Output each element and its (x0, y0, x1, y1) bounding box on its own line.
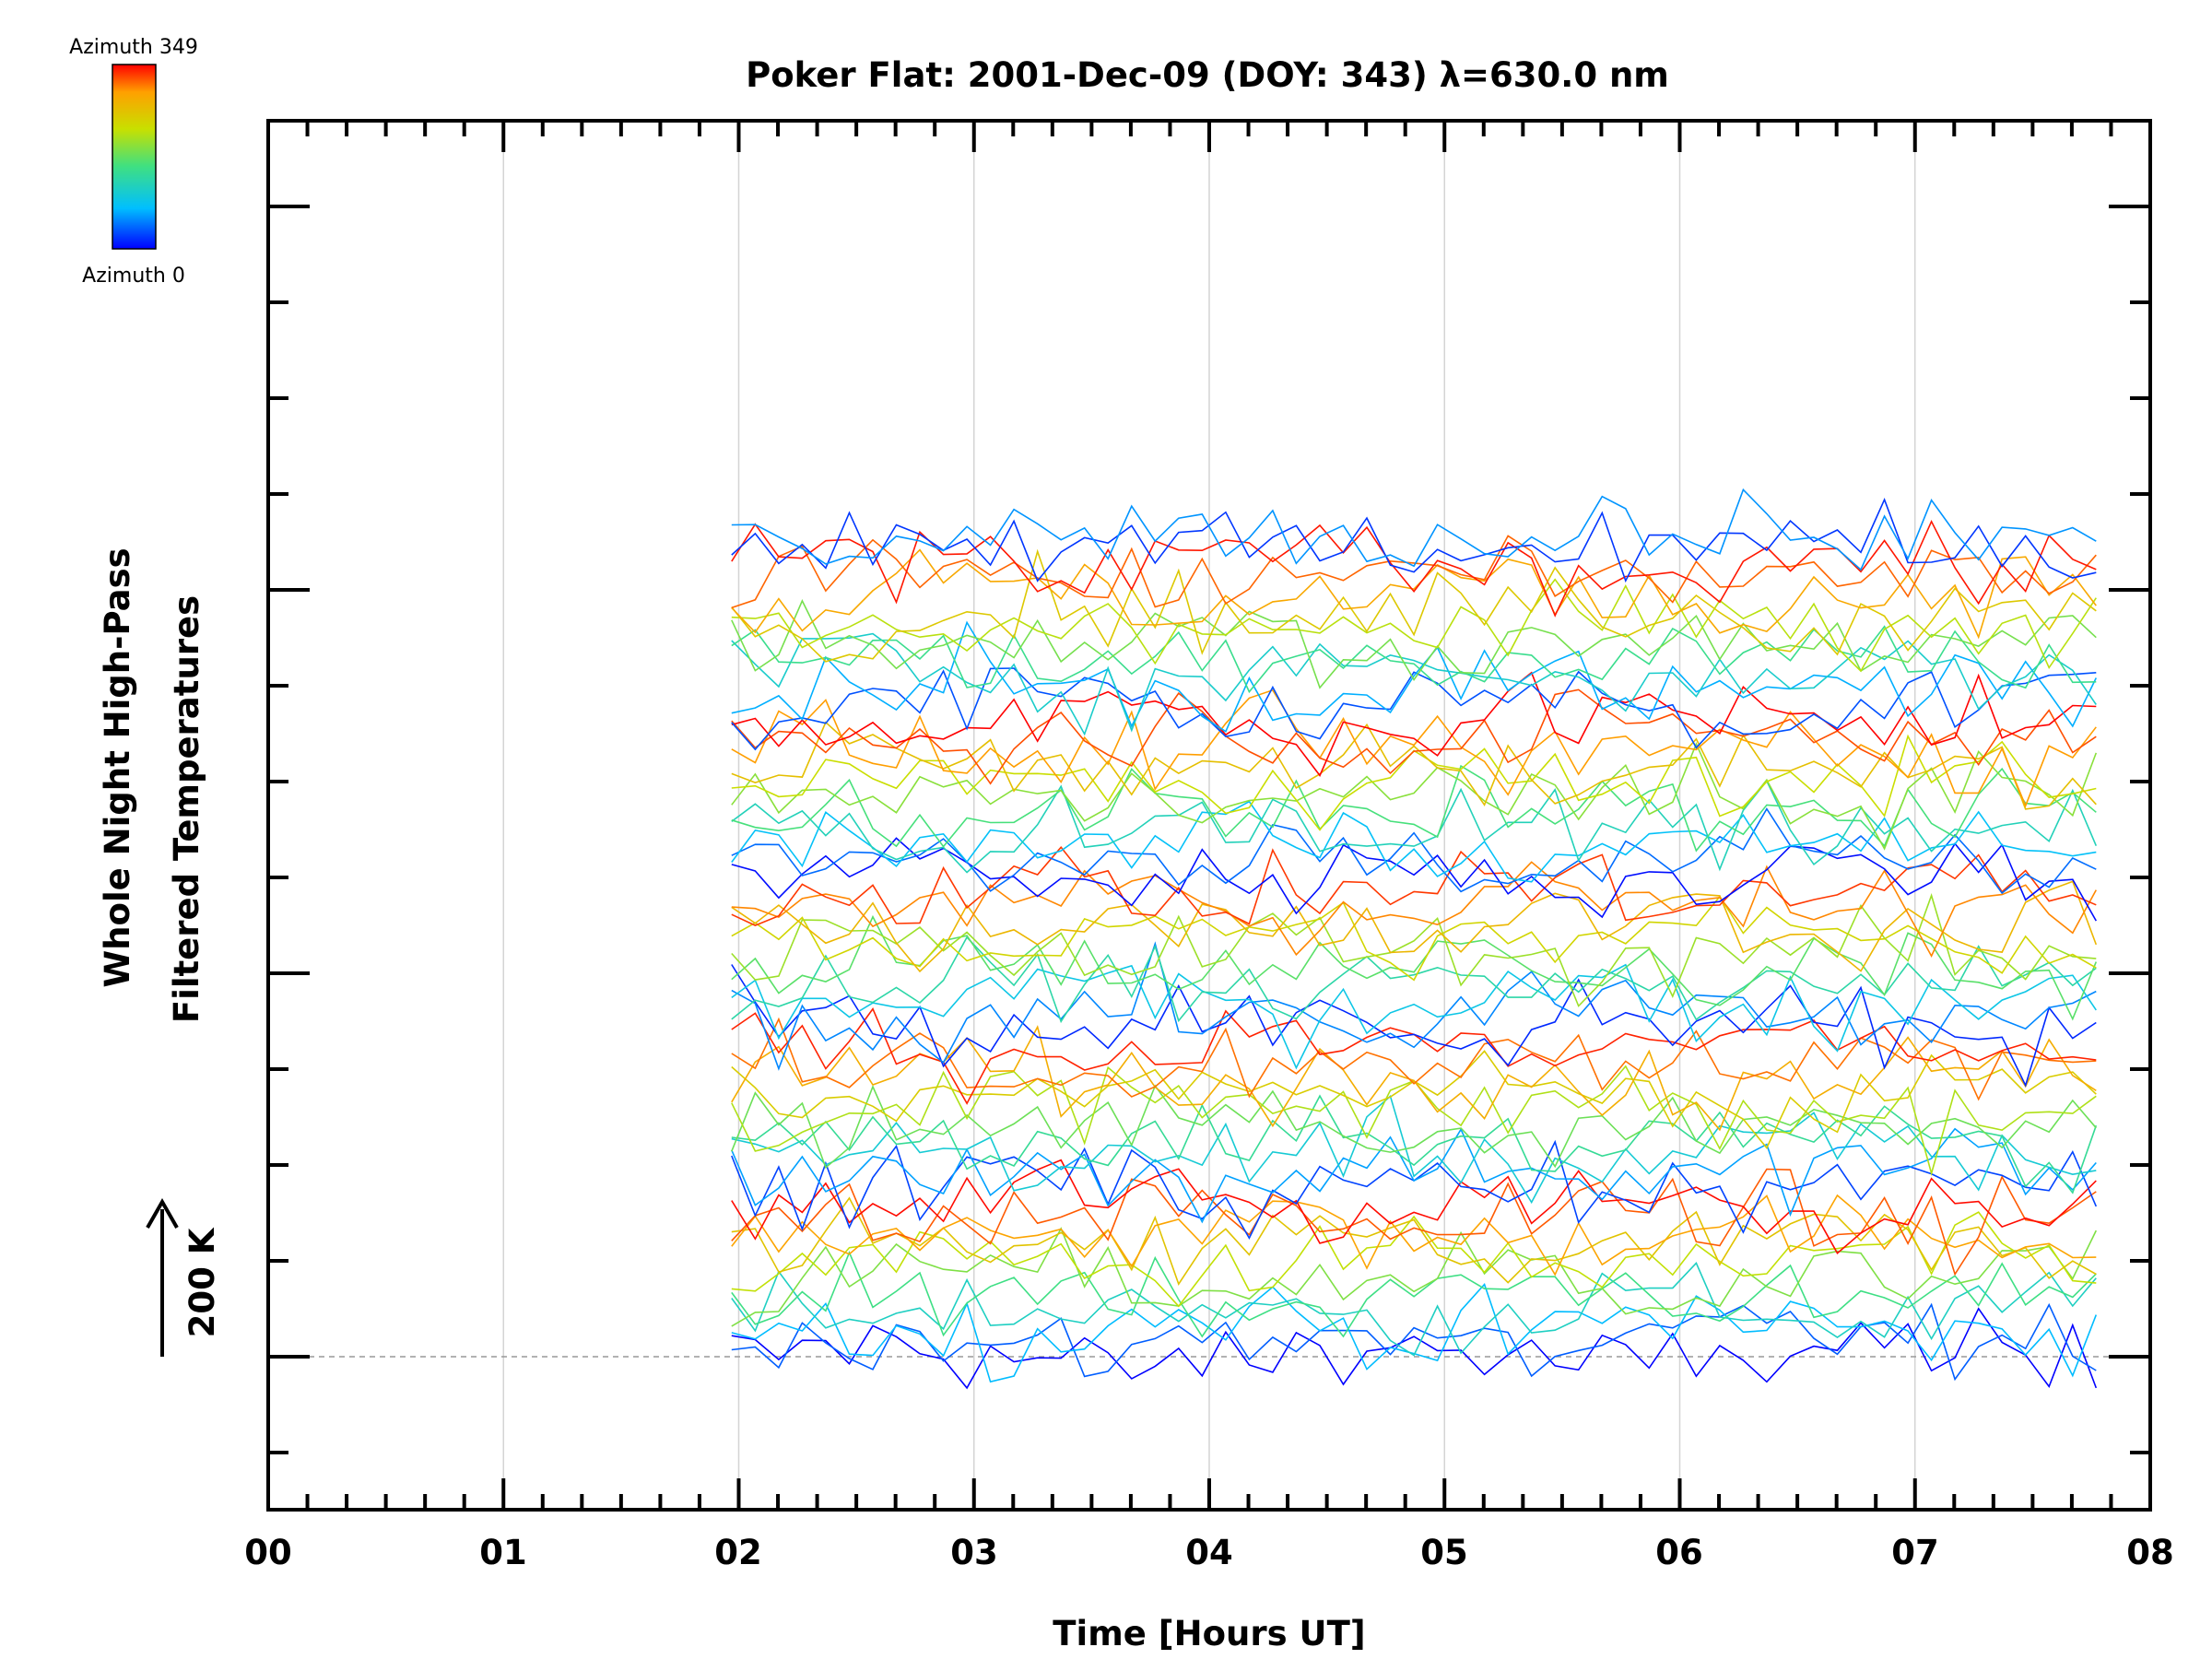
series-line (731, 941, 2097, 1071)
series-line (731, 914, 2098, 1021)
series-line (731, 963, 2097, 1070)
series-line (731, 837, 2097, 922)
series-line (731, 688, 2097, 785)
series-line (731, 807, 2097, 895)
x-axis-label: Time [Hours UT] (1053, 1614, 1365, 1653)
colorbar-top-label: Azimuth 349 (69, 36, 198, 59)
series-line (731, 548, 2097, 663)
series-line (731, 1159, 2097, 1254)
x-tick-label: 01 (479, 1533, 527, 1572)
x-tick-label: 04 (1185, 1533, 1233, 1572)
series-line (731, 779, 2098, 874)
x-tick-label: 07 (1891, 1533, 1939, 1572)
axis-ticks (266, 121, 2152, 1510)
chart-title: Poker Flat: 2001-Dec-09 (DOY: 343) λ=630… (746, 55, 1669, 95)
series-line (731, 1025, 2097, 1132)
series-line (731, 1194, 2097, 1277)
series-line (731, 1282, 2098, 1383)
series-line (731, 893, 2097, 1007)
x-tick-label: 06 (1655, 1533, 1703, 1572)
series-line (731, 519, 2097, 618)
x-tick-label: 05 (1420, 1533, 1468, 1572)
series-line (731, 1227, 2098, 1327)
series-line (731, 1065, 2097, 1177)
x-tick-labels: 00 01 02 03 04 05 06 07 08 (244, 1533, 2174, 1572)
scale-label: 200 K (182, 1227, 222, 1337)
series-line (731, 667, 2097, 751)
series-line (731, 935, 2097, 1024)
series-line (731, 1094, 2098, 1194)
series-line (731, 1084, 2097, 1170)
series-line (731, 1127, 2097, 1224)
x-tick-label: 08 (2126, 1533, 2174, 1572)
series-line (731, 964, 2097, 1088)
series-line (731, 1017, 2097, 1101)
series-line (731, 1211, 2097, 1308)
series-line (731, 895, 2097, 982)
y-axis-label-line2: Filtered Temperatures (167, 595, 206, 1023)
series-line (731, 688, 2097, 808)
series-line (731, 599, 2097, 689)
colorbar (112, 64, 157, 250)
series-line (731, 1139, 2098, 1240)
series-line (731, 1196, 2097, 1286)
series-line (731, 625, 2097, 694)
x-tick-label: 02 (714, 1533, 762, 1572)
series-line (731, 1251, 2097, 1338)
scale-arrow-icon (146, 1197, 179, 1357)
traces (731, 488, 2098, 1390)
y-axis-label-line1: Whole Night High-Pass (98, 547, 137, 987)
colorbar-bottom-label: Azimuth 0 (82, 265, 185, 288)
series-line (731, 535, 2097, 609)
series-line (731, 632, 2097, 736)
series-line (731, 861, 2098, 958)
series-line (731, 721, 2097, 810)
series-line (731, 497, 2097, 583)
series-line (731, 764, 2097, 853)
series-line (731, 578, 2097, 673)
series-line (731, 880, 2098, 973)
series-line (731, 1168, 2097, 1277)
x-tick-label: 00 (244, 1533, 292, 1572)
series-line (731, 548, 2097, 640)
series-line (731, 800, 2097, 883)
series-line (731, 671, 2097, 777)
series-line (731, 845, 2097, 926)
series-line (731, 1261, 2097, 1357)
series-line (731, 1094, 2097, 1205)
series-line (731, 1307, 2098, 1390)
x-tick-label: 03 (950, 1533, 998, 1572)
series-line (731, 488, 2097, 571)
